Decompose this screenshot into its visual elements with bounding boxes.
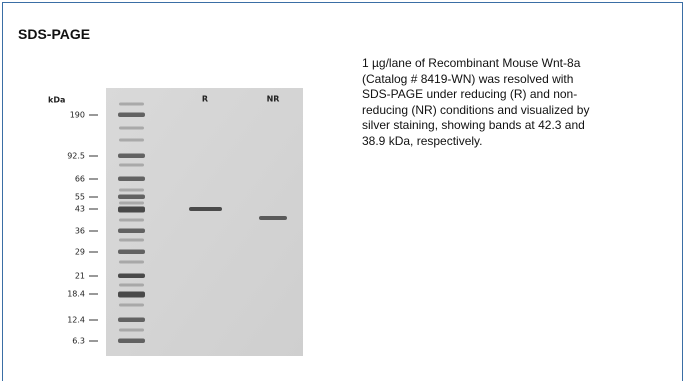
sample-band xyxy=(189,207,222,211)
ladder-band xyxy=(118,292,145,298)
marker-label: 190 xyxy=(70,111,85,120)
ladder-faint-band xyxy=(119,284,144,287)
marker-label: 92.5 xyxy=(67,152,85,161)
gel-figure: kDa 190 92.5 66 55 43 36 29 21 18.4 12.4 6.3 R NR xyxy=(0,0,687,381)
marker-label: 29 xyxy=(75,248,85,257)
ladder-faint-band xyxy=(119,304,144,307)
marker-label: 66 xyxy=(75,175,85,184)
ladder-band xyxy=(118,339,145,344)
ladder-faint-band xyxy=(119,219,144,222)
ladder-faint-band xyxy=(119,164,144,167)
marker-label: 55 xyxy=(75,193,85,202)
ladder-faint-band xyxy=(119,103,144,106)
ladder-faint-band xyxy=(119,127,144,130)
marker-label: 36 xyxy=(75,227,85,236)
marker-label: 12.4 xyxy=(67,316,85,325)
ladder-band xyxy=(118,318,145,323)
ladder-faint-band xyxy=(119,202,144,205)
ladder-faint-band xyxy=(119,329,144,332)
lane-label: R xyxy=(202,95,208,104)
ladder-band xyxy=(118,229,145,234)
ladder-faint-band xyxy=(119,139,144,142)
marker-label: 21 xyxy=(75,272,85,281)
marker-label: 18.4 xyxy=(67,290,85,299)
unit-label: kDa xyxy=(48,96,65,105)
ladder-band xyxy=(118,250,145,255)
ladder-band xyxy=(118,154,145,159)
ladder-faint-band xyxy=(119,189,144,192)
ladder-band xyxy=(118,113,145,118)
ladder-faint-band xyxy=(119,261,144,264)
marker-label: 6.3 xyxy=(72,337,85,346)
ladder-band xyxy=(118,207,145,213)
sample-band xyxy=(259,216,287,220)
ladder-faint-band xyxy=(119,239,144,242)
ladder-band xyxy=(118,195,145,200)
lane-label: NR xyxy=(267,95,280,104)
marker-label: 43 xyxy=(75,205,85,214)
ladder-band xyxy=(118,274,145,279)
ladder-band xyxy=(118,177,145,182)
page: SDS-PAGE 1 µg/lane of Recombinant Mouse … xyxy=(0,0,687,381)
